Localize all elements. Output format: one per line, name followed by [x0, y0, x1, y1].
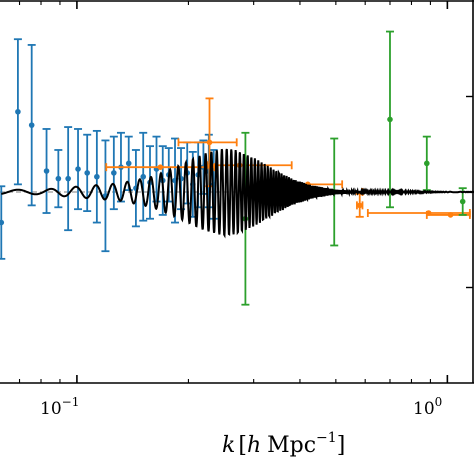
- blue-point-13: [131, 149, 140, 228]
- tick-base-0: 10: [40, 399, 62, 419]
- x-axis-label-unit: Mpc: [267, 433, 316, 458]
- blue-point-2: [27, 44, 36, 207]
- blue-point-7: [83, 133, 92, 213]
- orange-point-2: [206, 161, 293, 170]
- orange-marker-8: [447, 212, 454, 218]
- blue-marker-4: [55, 175, 62, 182]
- blue-point-8: [92, 129, 101, 224]
- blue-marker-0: [0, 219, 5, 226]
- orange-point-6: [355, 193, 364, 218]
- orange-marker-0: [157, 164, 164, 170]
- x-axis-label-k: k: [222, 433, 235, 458]
- blue-point-14: [139, 131, 148, 222]
- green-marker-4: [459, 198, 466, 205]
- x-ticks: [18, 1, 473, 383]
- green-marker-2: [387, 116, 393, 123]
- blue-point-5: [64, 126, 73, 232]
- tick-exp-0: −1: [62, 395, 80, 409]
- blue-marker-7: [84, 170, 90, 176]
- orange-marker-6: [356, 202, 363, 209]
- blue-marker-1: [15, 108, 21, 115]
- blue-point-4: [54, 149, 63, 209]
- blue-marker-6: [75, 166, 81, 172]
- model-curve: [1, 148, 474, 239]
- orange-marker-1: [206, 139, 213, 146]
- green-point-2: [385, 30, 394, 209]
- tick-base-1: 10: [413, 399, 435, 419]
- tick-exp-1: 0: [435, 395, 443, 409]
- blue-marker-5: [65, 175, 71, 182]
- blue-marker-3: [43, 168, 50, 174]
- x-tick-label-0: 10−1: [40, 395, 79, 419]
- blue-point-9: [101, 139, 110, 253]
- x-tick-label-1: 100: [413, 395, 442, 419]
- x-axis-label-open-bracket: [: [238, 433, 247, 458]
- blue-marker-14: [140, 173, 147, 180]
- blue-point-1: [13, 38, 22, 186]
- blue-point-0: [0, 185, 6, 260]
- x-axis-label: k [h Mpc−1]: [222, 430, 345, 458]
- green-marker-3: [424, 160, 430, 167]
- blue-marker-2: [28, 122, 35, 128]
- green-point-3: [422, 135, 431, 191]
- blue-point-3: [42, 128, 51, 214]
- orange-point-0: [105, 163, 216, 172]
- blue-marker-10: [111, 170, 117, 176]
- blue-point-6: [74, 128, 83, 211]
- blue-marker-8: [94, 173, 100, 180]
- x-axis-label-exp: −1: [316, 430, 337, 446]
- blue-marker-12: [125, 160, 132, 167]
- plot-area: [0, 30, 474, 306]
- blue-point-10: [109, 135, 118, 211]
- blue-point-12: [124, 135, 133, 191]
- x-axis-label-h: h: [247, 433, 261, 458]
- x-axis-label-close-bracket: ]: [337, 433, 346, 458]
